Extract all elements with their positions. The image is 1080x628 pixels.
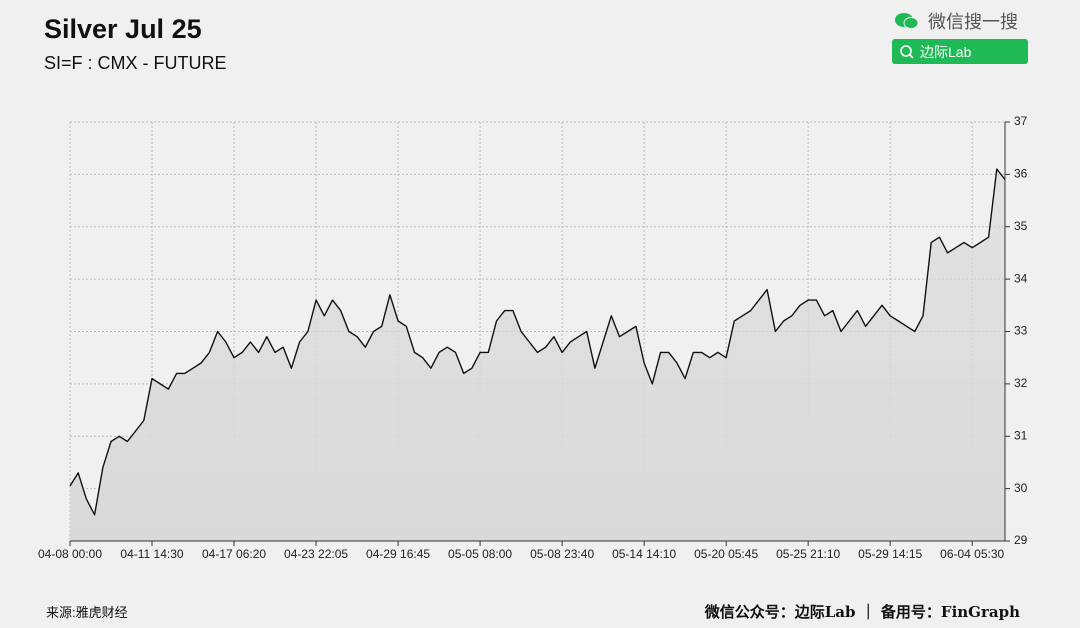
x-tick-label: 06-04 05:30 (940, 547, 1004, 561)
wechat-icon (895, 13, 919, 29)
y-tick-label: 30 (1014, 481, 1028, 495)
y-tick-label: 29 (1014, 533, 1028, 547)
y-tick-label: 31 (1014, 428, 1028, 442)
x-tick-label: 05-25 21:10 (776, 547, 840, 561)
x-tick-label: 05-14 14:10 (612, 547, 676, 561)
y-tick-label: 37 (1014, 114, 1028, 128)
title: Silver Jul 25 (44, 14, 202, 44)
source: 来源:雅虎财经 (46, 605, 128, 620)
area (70, 169, 1005, 541)
x-tick-label: 05-08 23:40 (530, 547, 594, 561)
x-tick-label: 04-17 06:20 (202, 547, 266, 561)
brand-text: 微信搜一搜 (928, 12, 1018, 32)
y-tick-label: 34 (1014, 271, 1028, 285)
x-tick-label: 04-29 16:45 (366, 547, 430, 561)
x-tick-label: 05-20 05:45 (694, 547, 758, 561)
search-brand: 微信搜一搜 (894, 8, 1018, 34)
credit: 微信公众号：边际Lab ｜ 备用号：FinGraph (704, 603, 1020, 621)
y-tick-label: 32 (1014, 376, 1028, 390)
search-query: 边际Lab (920, 43, 972, 60)
x-tick-label: 04-11 14:30 (120, 547, 183, 561)
subtitle: SI=F : CMX - FUTURE (44, 53, 227, 73)
x-tick-label: 04-23 22:05 (284, 547, 348, 561)
x-tick-label: 05-29 14:15 (858, 547, 922, 561)
y-tick-label: 33 (1014, 324, 1028, 338)
x-tick-label: 05-05 08:00 (448, 547, 512, 561)
y-tick-label: 36 (1014, 167, 1028, 181)
search-button[interactable]: 边际Lab (892, 39, 1028, 64)
x-tick-label: 04-08 00:00 (38, 547, 102, 561)
line (69, 168, 1006, 516)
y-tick-label: 35 (1014, 219, 1028, 233)
search-icon (900, 44, 914, 59)
